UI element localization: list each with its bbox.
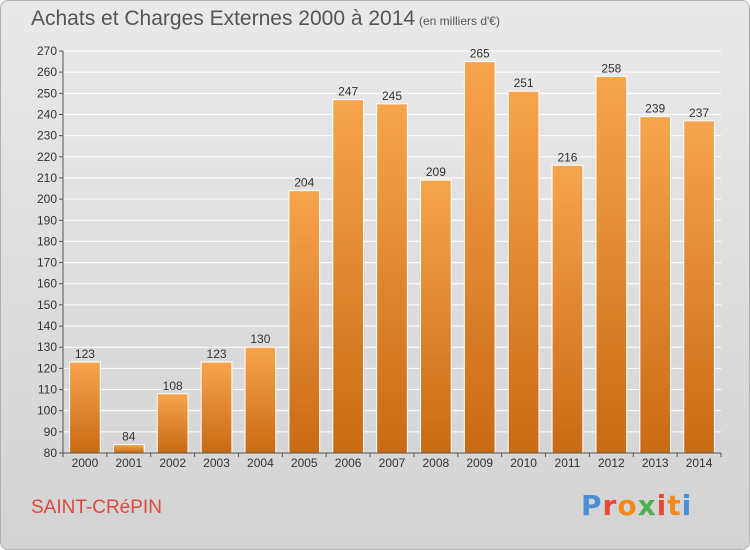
- value-label: 123: [75, 347, 95, 361]
- x-tick-label: 2004: [247, 456, 274, 470]
- x-tick-label: 2010: [510, 456, 537, 470]
- y-tick-label: 260: [37, 65, 57, 79]
- y-tick-label: 160: [37, 277, 57, 291]
- logo-letter: t: [667, 489, 682, 522]
- bars: [69, 61, 715, 454]
- logo-letter: i: [681, 489, 693, 522]
- logo-letter: i: [656, 489, 668, 522]
- logo-letter: P: [581, 489, 603, 522]
- y-tick-label: 90: [44, 425, 58, 439]
- bar-2000[interactable]: [69, 361, 101, 454]
- value-label: 123: [207, 347, 227, 361]
- y-tick-label: 150: [37, 298, 57, 312]
- bar-2009[interactable]: [463, 61, 496, 454]
- y-tick-label: 270: [37, 44, 57, 58]
- x-axis: 2000 2001 2002 2003 2004 2005 2006 2007 2008 2009…: [62, 452, 722, 470]
- proxiti-logo[interactable]: Proxiti: [581, 489, 692, 522]
- bar-2001[interactable]: [112, 444, 145, 454]
- bar-2004[interactable]: [244, 346, 277, 454]
- value-label: 209: [426, 165, 446, 179]
- y-tick-label: 230: [37, 129, 57, 143]
- value-label: 130: [250, 332, 270, 346]
- logo-letter: r: [602, 489, 618, 522]
- y-axis: 80 90 100 110 120 130 140 150 160 170 180 190 200 210…: [37, 44, 64, 460]
- x-tick-label: 2005: [291, 456, 318, 470]
- y-tick-label: 200: [37, 192, 57, 206]
- value-label: 247: [338, 85, 358, 99]
- value-label: 245: [382, 89, 402, 103]
- value-label: 251: [514, 76, 534, 90]
- y-tick-label: 130: [37, 340, 57, 354]
- value-labels: 123 84 108 123 130 204 247 245 209 265 251 216 258 23…: [75, 47, 709, 444]
- x-tick-label: 2014: [686, 456, 713, 470]
- y-tick-label: 240: [37, 107, 57, 121]
- y-tick-label: 120: [37, 361, 57, 375]
- y-tick-label: 190: [37, 213, 57, 227]
- y-tick-label: 110: [38, 383, 57, 397]
- bar-2013[interactable]: [639, 116, 672, 454]
- y-tick-label: 170: [37, 256, 57, 270]
- x-tick-label: 2001: [115, 456, 142, 470]
- value-label: 204: [294, 176, 314, 190]
- value-label: 265: [470, 47, 490, 61]
- bar-2014[interactable]: [683, 120, 715, 454]
- bar-2002[interactable]: [156, 393, 189, 454]
- x-tick-label: 2009: [466, 456, 493, 470]
- logo-letter: x: [637, 489, 657, 522]
- x-tick-label: 2006: [335, 456, 362, 470]
- y-tick-label: 100: [37, 404, 57, 418]
- bar-2007[interactable]: [376, 103, 408, 454]
- value-label: 84: [122, 430, 136, 444]
- value-label: 216: [557, 150, 577, 164]
- x-tick-label: 2000: [72, 456, 99, 470]
- x-tick-label: 2012: [598, 456, 625, 470]
- bar-2011[interactable]: [551, 164, 584, 454]
- x-tick-label: 2011: [555, 456, 581, 470]
- bar-2005[interactable]: [288, 190, 321, 454]
- x-tick-label: 2003: [203, 456, 230, 470]
- y-tick-label: 180: [37, 234, 57, 248]
- bar-2003[interactable]: [200, 361, 233, 454]
- value-label: 108: [163, 379, 183, 393]
- bar-2006[interactable]: [332, 99, 364, 454]
- x-tick-label: 2007: [379, 456, 406, 470]
- bar-2010[interactable]: [507, 90, 540, 454]
- y-tick-label: 210: [37, 171, 57, 185]
- bar-2012[interactable]: [595, 75, 628, 454]
- value-label: 258: [601, 61, 621, 75]
- chart-title: Achats et Charges Externes 2000 à 2014: [31, 7, 416, 30]
- y-tick-label: 250: [37, 86, 57, 100]
- value-label: 237: [689, 106, 709, 120]
- y-tick-label: 220: [37, 150, 57, 164]
- x-tick-label: 2013: [642, 456, 669, 470]
- y-tick-label: 80: [44, 446, 58, 460]
- x-tick-label: 2002: [159, 456, 186, 470]
- logo-letter: o: [617, 489, 638, 522]
- bar-2008[interactable]: [420, 179, 452, 454]
- commune-name: SAINT-CRéPIN: [31, 497, 162, 518]
- chart-subtitle: (en milliers d'€): [419, 14, 500, 28]
- y-tick-label: 140: [37, 319, 57, 333]
- x-tick-label: 2008: [423, 456, 450, 470]
- value-label: 239: [645, 102, 665, 116]
